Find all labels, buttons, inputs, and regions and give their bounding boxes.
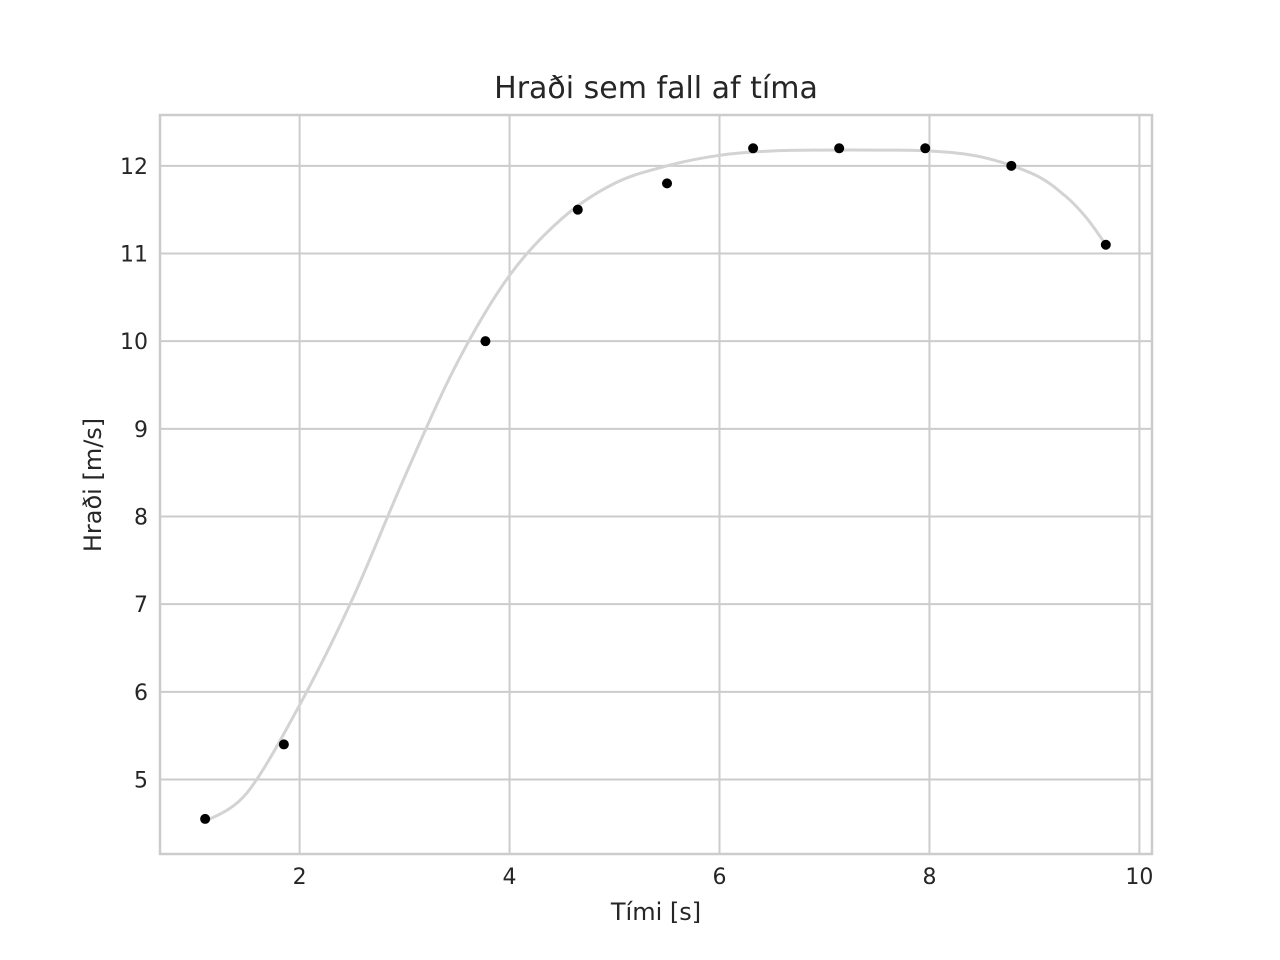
data-point [480,336,491,347]
y-tick-label: 12 [120,155,148,180]
data-point [1100,239,1111,250]
x-tick-label: 2 [293,865,307,890]
y-tick-label: 7 [134,593,148,618]
y-tick-label: 9 [134,418,148,443]
y-tick-labels: 5 6 7 8 9 10 11 12 [120,155,148,794]
data-point [920,143,931,154]
y-tick-label: 8 [134,505,148,530]
fitted-curve [204,148,1108,823]
y-tick-label: 6 [134,681,148,706]
data-point [572,204,583,215]
chart-title: Hraði sem fall af tíma [494,71,818,106]
data-point [748,143,759,154]
grid-lines [160,115,1152,854]
data-point [834,143,845,154]
x-tick-labels: 2 4 6 8 10 [293,865,1154,890]
x-tick-label: 8 [922,865,936,890]
x-tick-label: 6 [713,865,727,890]
y-tick-label: 10 [120,330,148,355]
y-axis-label: Hraði [m/s] [79,418,107,552]
plot-frame [158,113,1154,856]
y-tick-label: 11 [120,243,148,268]
data-point [662,178,673,189]
data-point [200,813,211,824]
y-tick-label: 5 [134,768,148,793]
data-point [278,739,289,750]
x-tick-label: 10 [1125,865,1153,890]
x-tick-label: 4 [503,865,517,890]
x-axis-label: Tími [s] [610,898,701,926]
data-points [200,143,1111,824]
data-point [1006,160,1017,171]
